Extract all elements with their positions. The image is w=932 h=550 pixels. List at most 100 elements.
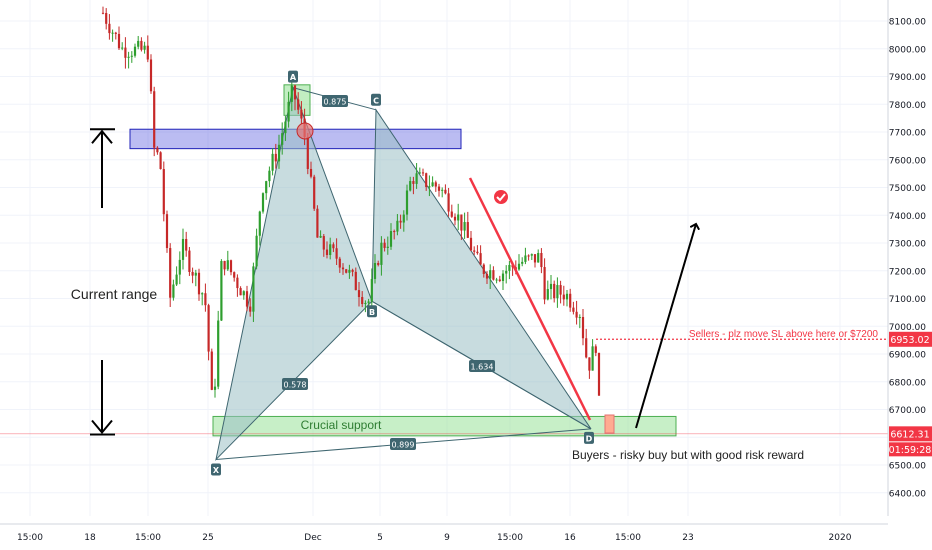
bar-countdown: 01:59:28 bbox=[889, 445, 932, 456]
candle-body bbox=[162, 169, 165, 215]
candle-body bbox=[585, 338, 588, 358]
current-range-label: Current range bbox=[71, 286, 158, 302]
candle-body bbox=[101, 12, 105, 14]
point-x-label: X bbox=[213, 466, 220, 475]
y-tick-label: 6800.00 bbox=[889, 378, 926, 388]
x-tick-label: 16 bbox=[564, 533, 576, 543]
x-tick-label: 15:00 bbox=[497, 533, 523, 543]
current-price-label: 6612.31 bbox=[890, 429, 929, 440]
candle-body bbox=[108, 23, 111, 34]
candle-body bbox=[501, 273, 505, 281]
candle-body bbox=[546, 289, 549, 300]
candle-body bbox=[524, 255, 527, 262]
candle-body bbox=[239, 288, 242, 296]
candle-body bbox=[249, 306, 252, 312]
candle-body bbox=[194, 272, 197, 276]
candle-body bbox=[578, 317, 581, 319]
candle-body bbox=[405, 190, 409, 215]
candle-body bbox=[306, 137, 309, 169]
candle-body bbox=[367, 301, 370, 303]
candle-body bbox=[149, 59, 153, 92]
candle-body bbox=[146, 45, 149, 60]
ratio-badge bbox=[322, 95, 348, 107]
y-tick-label: 8100.00 bbox=[889, 18, 926, 28]
candle-body bbox=[274, 153, 277, 162]
candle-body bbox=[533, 254, 537, 263]
candle-body bbox=[594, 346, 597, 353]
candle-body bbox=[130, 55, 133, 57]
candle-body bbox=[575, 311, 578, 318]
candle-body bbox=[418, 172, 421, 174]
candle-body bbox=[485, 273, 489, 279]
candle-body bbox=[479, 253, 482, 265]
candle-body bbox=[556, 285, 559, 299]
candle-body bbox=[229, 260, 233, 273]
candle-body bbox=[322, 236, 325, 250]
downtrend-projection-line bbox=[468, 177, 592, 421]
candle-body bbox=[277, 144, 281, 162]
candle-body bbox=[223, 260, 226, 270]
candle-body bbox=[581, 317, 585, 339]
ratio-label: 1.634 bbox=[471, 363, 494, 372]
candle-body bbox=[377, 263, 380, 265]
candlesticks bbox=[101, 6, 601, 398]
candle-body bbox=[245, 291, 249, 307]
candle-body bbox=[469, 237, 473, 251]
candle-body bbox=[127, 56, 130, 58]
candle-body bbox=[265, 181, 268, 194]
candle-body bbox=[434, 182, 437, 187]
candle-body bbox=[527, 255, 530, 257]
ratio-label: 0.899 bbox=[392, 441, 415, 450]
bcd-triangle bbox=[371, 108, 592, 430]
candle-body bbox=[540, 253, 543, 268]
candle-body bbox=[428, 186, 431, 188]
candle-body bbox=[431, 182, 434, 187]
sellers-note: Sellers - plz move SL above here or $720… bbox=[689, 329, 879, 340]
y-tick-label: 7800.00 bbox=[889, 101, 926, 111]
candle-body bbox=[335, 248, 338, 259]
candle-body bbox=[255, 235, 258, 267]
candle-body bbox=[143, 45, 146, 50]
candle-body bbox=[111, 32, 114, 34]
candle-body bbox=[460, 214, 463, 231]
x-tick-labels: 15:00 18 15:00 25 Dec 5 9 15:00 16 15:00 23 2020 bbox=[17, 533, 852, 543]
candle-body bbox=[137, 40, 140, 47]
candle-body bbox=[373, 263, 377, 279]
candle-body bbox=[341, 267, 345, 270]
candle-body bbox=[233, 272, 236, 278]
candle-body bbox=[453, 216, 457, 221]
point-b-label-badge bbox=[367, 305, 377, 318]
y-tick-label: 7300.00 bbox=[889, 240, 926, 250]
candle-body bbox=[252, 266, 255, 312]
candle-body bbox=[437, 186, 441, 191]
candle-body bbox=[588, 357, 591, 371]
candle-body bbox=[562, 294, 565, 300]
candle-body bbox=[508, 264, 511, 271]
candle-body bbox=[165, 214, 169, 249]
candle-body bbox=[181, 238, 185, 260]
candle-body bbox=[213, 386, 217, 390]
candle-body bbox=[114, 32, 117, 34]
candle-body bbox=[319, 236, 322, 238]
price-axis[interactable]: 8100.00 8000.00 7900.00 7800.00 7700.00 7600.… bbox=[887, 0, 932, 527]
candle-body bbox=[105, 12, 108, 24]
time-axis[interactable]: 15:00 18 15:00 25 Dec 5 9 15:00 16 15:00 23 2020 bbox=[0, 516, 932, 550]
candle-body bbox=[559, 285, 562, 295]
x-tick-label: 15:00 bbox=[17, 533, 43, 543]
point-c-label: C bbox=[373, 96, 379, 105]
candle-body bbox=[121, 47, 124, 49]
y-tick-label: 8000.00 bbox=[889, 45, 926, 55]
candle-body bbox=[153, 91, 156, 148]
y-tick-label: 7400.00 bbox=[889, 212, 926, 222]
candle-body bbox=[572, 307, 575, 312]
candle-body bbox=[482, 264, 485, 274]
candle-body bbox=[476, 251, 479, 254]
candle-body bbox=[281, 133, 284, 145]
candle-body bbox=[297, 99, 300, 110]
candle-body bbox=[386, 246, 389, 248]
point-b-label: B bbox=[369, 308, 375, 317]
candle-body bbox=[332, 244, 335, 249]
candle-body bbox=[389, 231, 393, 247]
candle-body bbox=[188, 250, 191, 272]
